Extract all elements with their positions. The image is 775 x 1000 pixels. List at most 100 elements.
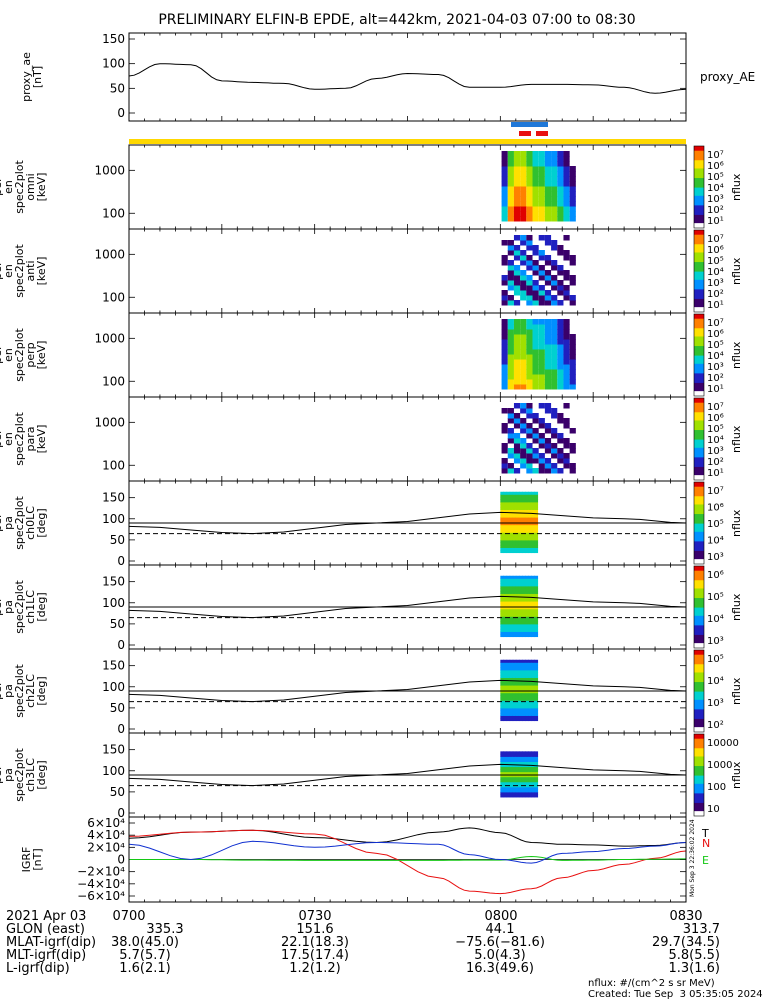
panel-omni-spec-cell [501,216,508,222]
panel-ch2-spec-cell [515,710,520,714]
panel-perp-spec-cell [501,379,508,385]
panel-ch3-spec-cell [509,776,514,780]
panel-perp-spec-cell [563,369,570,375]
panel-ch3-spec-cell [528,751,532,755]
panel-perp-spec-cell [526,369,533,375]
panel-ch2-spec-cell [518,697,523,701]
panel-omni-spec-cell [532,161,539,167]
panel-ch2-spec-cell [525,707,529,711]
panel-perp-colorbar-seg [694,350,704,353]
panel-ch2-spec-cell [512,705,517,709]
panel-omni-colorbar-seg [694,202,704,204]
panel-para-colorbar-seg [694,415,704,418]
panel-ch2-spec-cell [521,685,526,689]
panel-ch1-spec-cell [515,621,520,625]
panel-ch2-colorbar-seg [694,670,704,673]
panel-ch2-spec-cell [525,674,529,678]
glon-0800: 44.1 [485,922,515,937]
panel-ch3-spec-cell [521,786,526,790]
panel-ch1-colorbar-seg [694,632,704,635]
panel-omni-spec-cell [520,216,527,222]
panel-ch2-spec-cell [515,662,520,666]
panel-para-spec-cell [569,443,576,449]
panel-ch1-colorbar-seg [694,624,704,627]
panel-para-spec-cell [569,463,576,469]
panel-ch3-colorbar-seg [694,809,704,812]
panel-para-spec-cell [544,448,552,454]
panel-ch1-spec-cell [531,606,535,610]
panel-ch0-spec-cell [509,542,514,546]
panel-ch3-spec-cell [525,784,529,788]
panel-ch2-colorbar-seg [694,693,704,696]
panel-para-colorbar-seg [694,464,704,467]
panel-anti-spec-cell [507,260,514,266]
panel-omni-spec-cell [569,191,576,197]
panel-ch3-spec-cell [515,776,520,780]
panel-perp-spec-cell [544,374,552,380]
panel-para-ylabel-line: para [24,427,37,452]
panel-ch1-spec-cell [509,616,514,620]
panel-ch1-spec-cell [506,585,511,589]
panel-ch2-colorbar-seg [694,718,704,721]
panel-ch0-spec-cell [534,542,539,546]
panel-anti-colorbar-seg [694,296,704,299]
panel-anti-colorbar-seg [694,249,704,252]
panel-ch1-spec-cell [515,580,520,584]
panel-omni-spec-cell [501,191,508,197]
panel-ch2-spec-cell [518,702,523,706]
panel-ch3-spec-cell [534,789,539,793]
panel-omni-spec-cell [551,196,558,202]
panel-ch0-spec-cell [518,494,523,498]
panel-perp-colorbar-seg [694,361,704,364]
panel-ch2-spec-cell [531,687,535,691]
panel-ch1-spec-cell [525,601,529,605]
panel-ch0-colorbar-seg [694,486,704,489]
panel-ch2-spec-cell [503,692,508,696]
panel-ch2-spec-cell [500,659,505,663]
panel-ch1-spec-cell [506,634,511,638]
panel-ch2-spec-cell [518,687,523,691]
panel-omni-spec-cell [557,156,564,162]
panel-para-spec-cell [526,468,533,474]
panel-ch0-colorbar-seg [694,523,704,525]
panel-ch2-spec-cell [512,669,517,673]
panel-ch1-spec-cell [528,631,532,635]
panel-para-colorbar-seg [694,462,704,465]
panel-omni-spec-cell [557,161,564,167]
panel-perp-colorbar-tick: 10³ [707,362,724,373]
panel-ch2-spec-cell [528,682,532,686]
panel-ch1-spec-cell [521,601,526,605]
panel-perp-spec-cell [532,364,539,370]
panel-anti-spec-cell [513,285,521,291]
panel-ch1-spec-cell [506,590,511,594]
panel-ch3-spec-cell [506,766,511,770]
panel-para-spec-cell [520,463,527,469]
panel-para-colorbar-seg [694,421,704,424]
panel-omni-spec-cell [520,201,527,207]
panel-ch1-spec-cell [521,621,526,625]
panel-ch0-spec-cell [512,542,517,546]
panel-ch0-colorbar-seg [694,551,704,554]
row-label-date: 2021 Apr 03 [6,909,87,924]
panel-ch3-colorbar-seg [694,773,704,776]
panel-ch2-colorbar-seg [694,692,704,695]
panel-anti-colorbar-seg [694,280,704,283]
panel-anti-colorbar-seg [694,288,704,291]
panel-ch1-spec-cell [512,596,517,600]
panel-perp-spec-cell [569,354,576,360]
panel-anti-colorbar-seg [694,306,704,309]
panel-ch1-spec-cell [506,588,511,592]
panel-perp-spec-cell [569,339,576,345]
panel-ch0-spec-cell [503,512,508,516]
panel-perp-spec-cell [532,369,539,375]
panel-ch0-spec-cell [515,494,520,498]
panel-anti-spec-cell [544,260,552,266]
panel-ch2-spec-cell [503,712,508,716]
panel-ch2-colorbar-seg [694,666,704,669]
panel-anti-colorbar-seg [694,287,704,290]
panel-ch0-spec-cell [515,529,520,533]
panel-para-spec-cell [532,448,539,454]
panel-ch1-colorbar-seg [694,612,704,615]
panel-para-colorbar-seg [694,436,704,439]
panel-omni-colorbar-seg [694,207,704,210]
